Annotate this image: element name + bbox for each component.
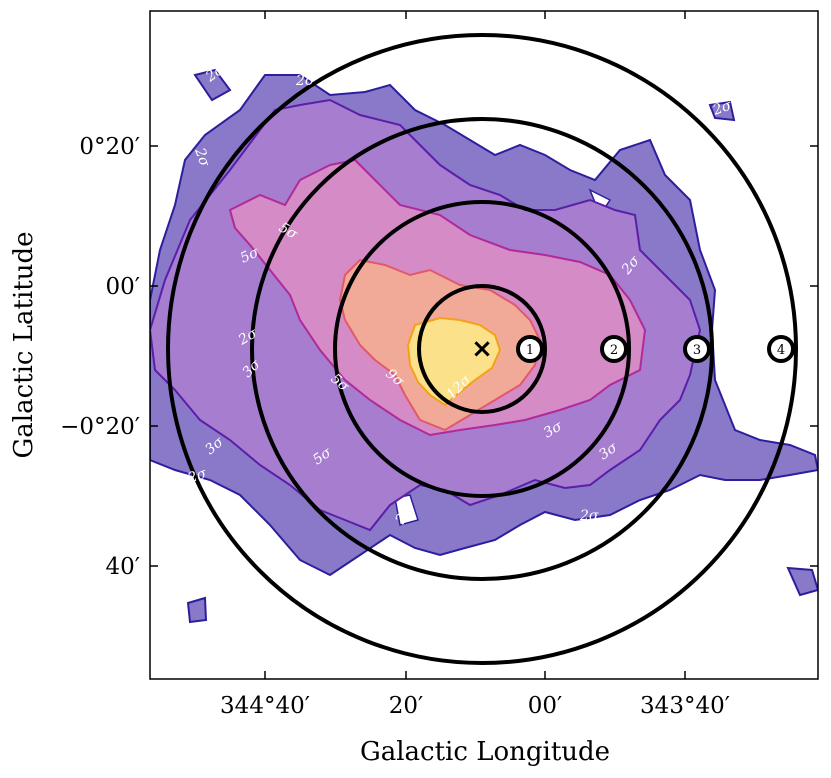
region-circle-3	[250, 117, 714, 581]
region-circle-1	[417, 284, 547, 414]
region-marker-label: 1	[526, 343, 534, 358]
y-tick-label: 40′	[106, 554, 141, 580]
contour-label: 2σ	[295, 73, 315, 89]
contour-2sigma-island	[186, 596, 208, 624]
region-marker-1: 1	[516, 335, 544, 363]
region-marker-2: 2	[600, 335, 628, 363]
contour-layer	[150, 68, 818, 624]
y-tick-label: −0°20′	[60, 414, 140, 440]
contour-label: 3σ	[338, 71, 357, 87]
ticks	[150, 11, 818, 679]
region-marker-label: 3	[693, 343, 701, 358]
plot-frame	[149, 10, 819, 680]
y-tick-label: 0°20′	[79, 134, 140, 160]
region-circle-2	[333, 200, 631, 498]
center-marker: ×	[471, 334, 493, 364]
x-tick-label: 344°40′	[220, 693, 310, 719]
region-marker-4: 4	[767, 335, 795, 363]
y-axis-label: Galactic Latitude	[9, 232, 39, 459]
region-circle-4	[166, 33, 798, 665]
contour-label: 2σ	[185, 465, 209, 487]
contour-label: 2σ	[479, 123, 499, 139]
x-tick-label: 00′	[528, 693, 563, 719]
contour-2sigma-island	[708, 100, 736, 122]
x-tick-label: 20′	[389, 693, 424, 719]
region-marker-3: 3	[683, 335, 711, 363]
region-marker-label: 2	[610, 343, 618, 358]
contour-label: 5σ	[238, 244, 262, 266]
contour-2sigma-island	[193, 68, 232, 102]
x-tick-label: 343°40′	[640, 693, 730, 719]
contour-label: 2σ	[710, 97, 734, 119]
contour-label: 2σ	[191, 145, 213, 169]
region-marker-label: 4	[777, 343, 785, 358]
y-tick-label: 00′	[106, 274, 141, 300]
contour-label: 2σ	[579, 508, 599, 524]
contour-2sigma-island	[786, 566, 818, 597]
x-axis-label: Galactic Longitude	[360, 737, 610, 767]
